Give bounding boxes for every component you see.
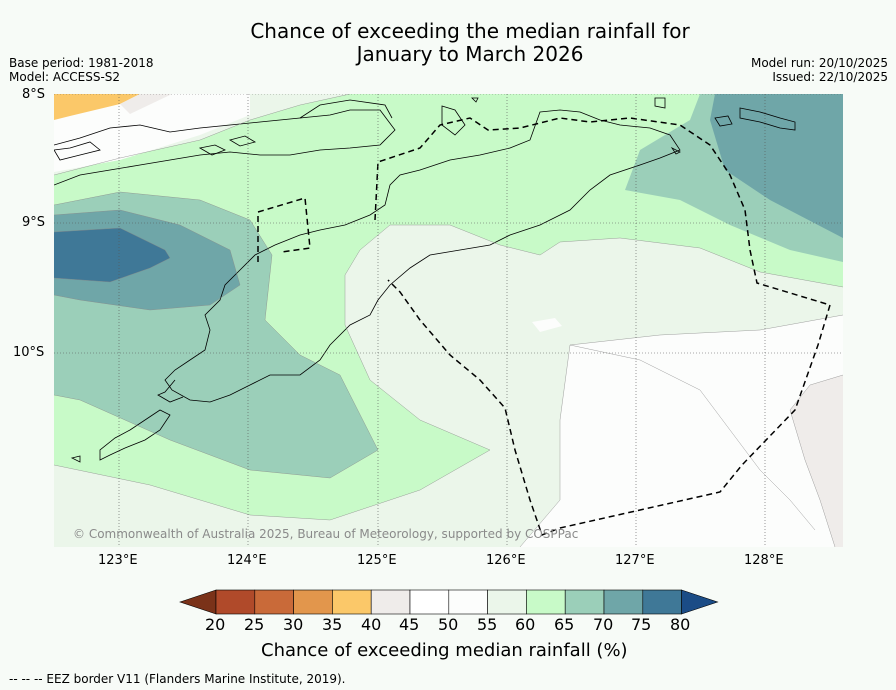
model-name: Model: ACCESS-S2: [9, 70, 121, 84]
contour-70-75-east: [710, 94, 843, 238]
colorbar-tick: 80: [670, 615, 691, 634]
colorbar-segment: [293, 589, 333, 615]
eez-border: [257, 117, 831, 536]
colorbar-tick: 75: [631, 615, 652, 634]
colorbar-tick: 35: [322, 615, 343, 634]
contour-top-left-white: [54, 94, 250, 172]
colorbar-segment: [642, 589, 682, 615]
eez-legend-note: -- -- -- EEZ border V11 (Flanders Marine…: [9, 672, 346, 686]
gridlines: [54, 94, 843, 547]
coastlines: [54, 97, 796, 463]
colorbar-tick: 65: [554, 615, 575, 634]
colorbar: [179, 589, 719, 615]
colorbar-extend-high: [681, 589, 719, 615]
contour-lines: [54, 94, 843, 547]
colorbar-segment: [487, 589, 527, 615]
colorbar-tick: 50: [438, 615, 459, 634]
issued-date: Issued: 22/10/2025: [772, 70, 888, 84]
colorbar-extend-low: [179, 589, 217, 615]
colorbar-segment: [564, 589, 605, 615]
chart-title-line2: January to March 2026: [356, 42, 584, 66]
base-period: Base period: 1981-2018: [9, 56, 154, 70]
colorbar-segment: [448, 589, 488, 615]
contour-40-45-east: [790, 375, 843, 547]
colorbar-segment: [409, 589, 450, 615]
lon-label-124e: 124°E: [227, 553, 267, 568]
lon-label-126e: 126°E: [486, 553, 526, 568]
contour-75-80: [54, 228, 170, 282]
contour-small-blob: [532, 318, 562, 332]
lat-label-10s: 10°S: [13, 345, 45, 360]
copyright-notice: © Commonwealth of Australia 2025, Bureau…: [73, 527, 579, 541]
colorbar-segment: [332, 589, 372, 615]
colorbar-tick: 25: [244, 615, 265, 634]
chart-title-line1: Chance of exceeding the median rainfall …: [250, 19, 690, 43]
lat-label-8s: 8°S: [22, 87, 46, 102]
meta-left: Base period: 1981-2018 Model: ACCESS-S2: [9, 56, 154, 84]
colorbar-segment: [526, 589, 566, 615]
lon-label-127e: 127°E: [615, 553, 655, 568]
colorbar-title: Chance of exceeding median rainfall (%): [261, 640, 628, 661]
colorbar-tick: 40: [361, 615, 382, 634]
colorbar-tick: 70: [593, 615, 614, 634]
colorbar-tick: 20: [205, 615, 226, 634]
lat-label-9s: 9°S: [22, 215, 46, 230]
map-contours: [54, 94, 843, 547]
lon-label-125e: 125°E: [357, 553, 397, 568]
colorbar-tick: 60: [515, 615, 536, 634]
colorbar-tick: 55: [477, 615, 498, 634]
colorbar-segment: [215, 589, 256, 615]
colorbar-segment: [254, 589, 294, 615]
contour-40-45-top: [120, 94, 172, 114]
lon-label-123e: 123°E: [98, 553, 138, 568]
colorbar-segment: [370, 589, 411, 615]
model-run: Model run: 20/10/2025: [750, 56, 888, 70]
meta-right: Model run: 20/10/2025 Issued: 22/10/2025: [751, 56, 888, 84]
lon-label-128e: 128°E: [744, 553, 784, 568]
colorbar-tick: 30: [283, 615, 304, 634]
colorbar-segment: [603, 589, 644, 615]
colorbar-tick: 45: [399, 615, 420, 634]
contour-35-40: [54, 94, 140, 120]
chart-title: Chance of exceeding the median rainfall …: [0, 20, 896, 66]
